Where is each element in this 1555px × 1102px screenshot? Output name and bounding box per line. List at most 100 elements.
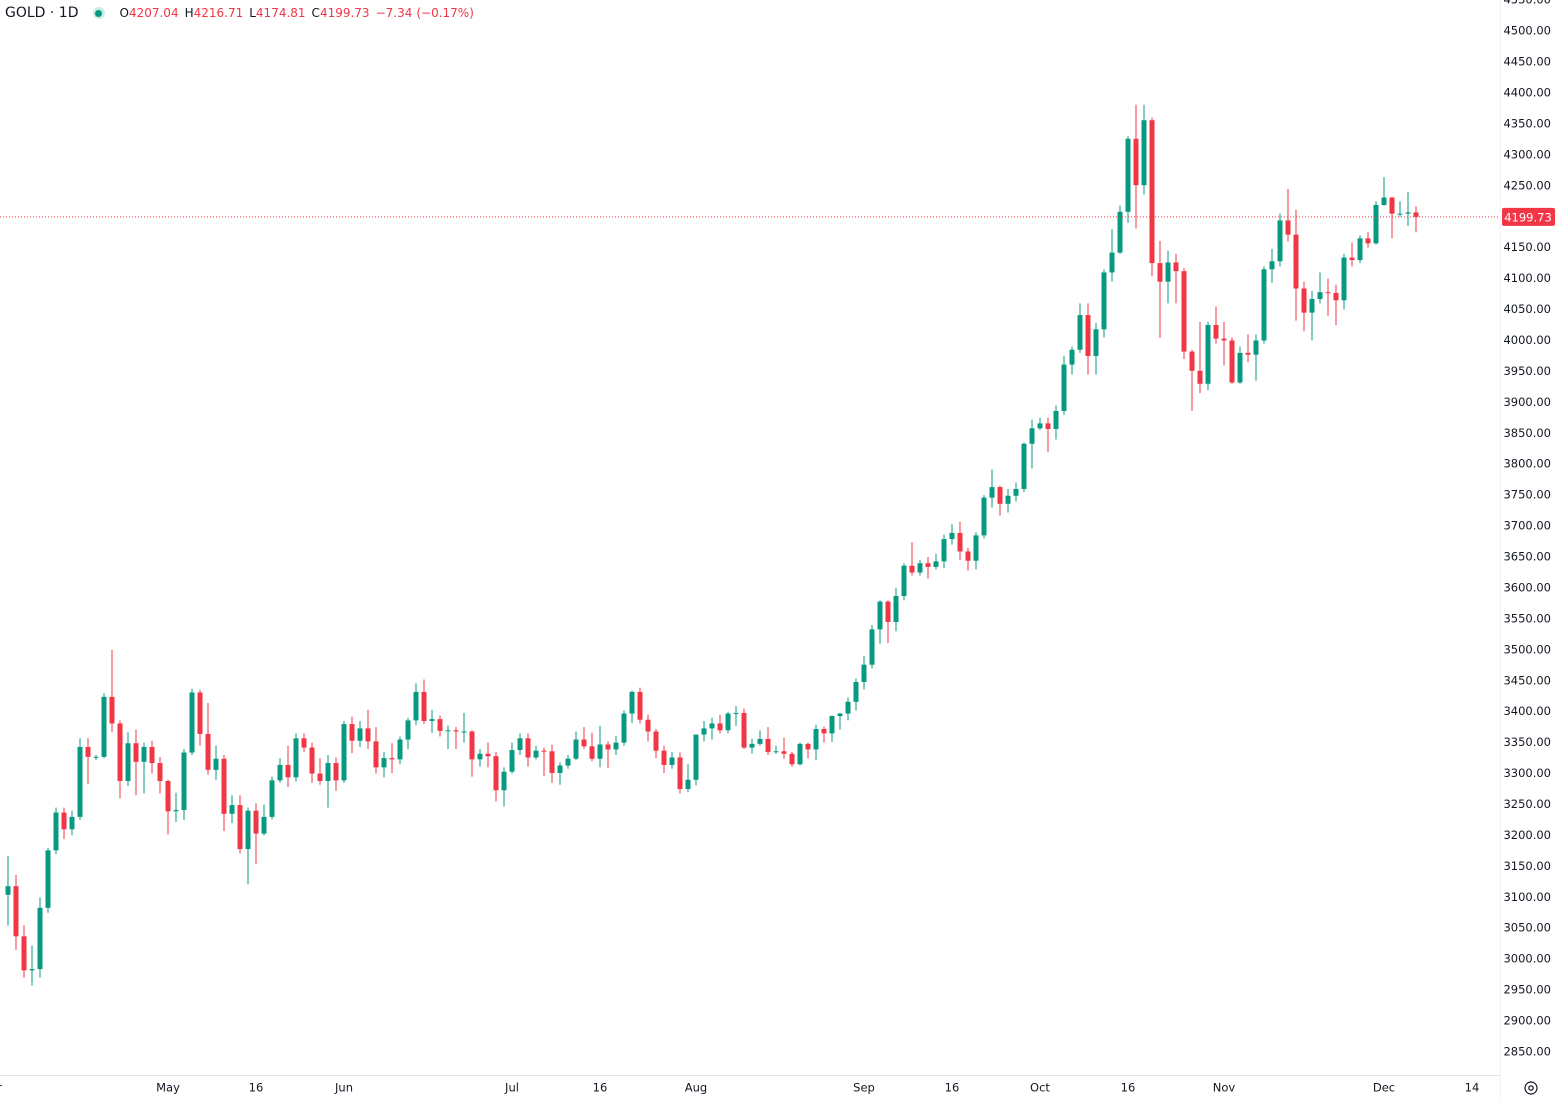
candle-body <box>381 758 387 768</box>
candle-body <box>773 751 779 753</box>
candle-body <box>1077 315 1083 350</box>
candle-body <box>869 629 875 665</box>
candle-body <box>1237 352 1243 383</box>
candle-body <box>1133 138 1139 186</box>
y-tick-label: 4350.00 <box>1503 116 1551 130</box>
candle-body <box>677 757 683 790</box>
candle-body <box>29 969 35 971</box>
candle-body <box>469 731 475 760</box>
ohlc-label: L <box>249 6 256 20</box>
candle-body <box>1325 292 1331 294</box>
candle-body <box>749 743 755 748</box>
y-tick-label: 3700.00 <box>1503 519 1551 533</box>
candle-body <box>1397 213 1403 215</box>
candle-body <box>1293 234 1299 289</box>
y-tick-label: 3200.00 <box>1503 828 1551 842</box>
candle-body <box>941 539 947 562</box>
candle-body <box>1197 370 1203 384</box>
candle-body <box>429 719 435 721</box>
candle-body <box>1269 261 1275 270</box>
candle-body <box>1045 423 1051 429</box>
candle-body <box>173 810 179 812</box>
settings-icon[interactable] <box>1524 1081 1538 1095</box>
candle-body <box>1389 197 1395 214</box>
y-tick-label: 3750.00 <box>1503 488 1551 502</box>
candle-body <box>157 763 163 781</box>
candle-body <box>1149 120 1155 264</box>
candle-body <box>1005 495 1011 504</box>
candle-body <box>253 810 259 834</box>
candle-body <box>509 750 515 772</box>
y-tick-label: 3600.00 <box>1503 580 1551 594</box>
candle-body <box>965 551 971 561</box>
candle-body <box>1101 272 1107 330</box>
candle-body <box>621 713 627 743</box>
x-tick-label: 14 <box>1465 1081 1480 1095</box>
candle-body <box>797 743 803 765</box>
candle-body <box>1157 263 1163 282</box>
plot-area <box>5 104 1419 986</box>
candle-body <box>181 752 187 811</box>
candle-body <box>1333 292 1339 301</box>
y-tick-label: 4450.00 <box>1503 55 1551 69</box>
candle-body <box>317 773 323 781</box>
candle-body <box>493 756 499 791</box>
ohlc-value: 4207.04 <box>128 6 179 20</box>
y-tick-label: 4500.00 <box>1503 24 1551 38</box>
candle-body <box>1037 423 1043 429</box>
candle-body <box>1013 488 1019 496</box>
candle-body <box>125 743 131 781</box>
candle-body <box>101 696 107 757</box>
candle-body <box>477 753 483 760</box>
x-tick-label: Aug <box>685 1081 707 1095</box>
candle-body <box>45 850 51 908</box>
candle-body <box>613 742 619 750</box>
candle-body <box>1349 257 1355 261</box>
candle-body <box>517 738 523 751</box>
candle-body <box>877 601 883 630</box>
x-tick-label: 16 <box>1121 1081 1136 1095</box>
candle-body <box>141 746 147 762</box>
candle-body <box>957 532 963 552</box>
candle-body <box>661 750 667 765</box>
candle-body <box>533 750 539 758</box>
candle-body <box>589 746 595 759</box>
last-price-label: 4199.73 <box>1504 210 1552 224</box>
y-tick-label: 3550.00 <box>1503 611 1551 625</box>
candle-body <box>301 738 307 748</box>
candle-body <box>693 734 699 780</box>
candle-body <box>557 765 563 773</box>
x-tick-label: May <box>156 1081 180 1095</box>
candle-body <box>1373 204 1379 244</box>
candle-body <box>37 907 43 970</box>
candle-body <box>1405 212 1411 214</box>
x-tick-label: Nov <box>1213 1081 1236 1095</box>
candle-body <box>133 743 139 762</box>
candle-body <box>1173 262 1179 272</box>
candle-body <box>1245 352 1251 355</box>
candle-body <box>669 757 675 765</box>
y-tick-label: 3250.00 <box>1503 797 1551 811</box>
candle-body <box>1125 138 1131 212</box>
candle-body <box>909 565 915 573</box>
candle-body <box>13 886 19 937</box>
candle-body <box>165 780 171 812</box>
y-tick-label: 3000.00 <box>1503 952 1551 966</box>
symbol[interactable]: GOLD · 1D <box>5 5 79 21</box>
candle-body <box>989 487 995 498</box>
candle-body <box>413 691 419 721</box>
candle-body <box>1277 220 1283 262</box>
y-tick-label: 3650.00 <box>1503 550 1551 564</box>
candle-body <box>1413 212 1419 217</box>
candle-body <box>573 739 579 759</box>
candle-body <box>389 758 395 760</box>
candle-body <box>997 487 1003 504</box>
candle-body <box>565 758 571 766</box>
candle-body <box>605 744 611 750</box>
ohlc-value: 4199.73 <box>319 6 370 20</box>
status-dot <box>92 7 105 19</box>
candle-body <box>269 780 275 817</box>
candle-body <box>901 565 907 596</box>
